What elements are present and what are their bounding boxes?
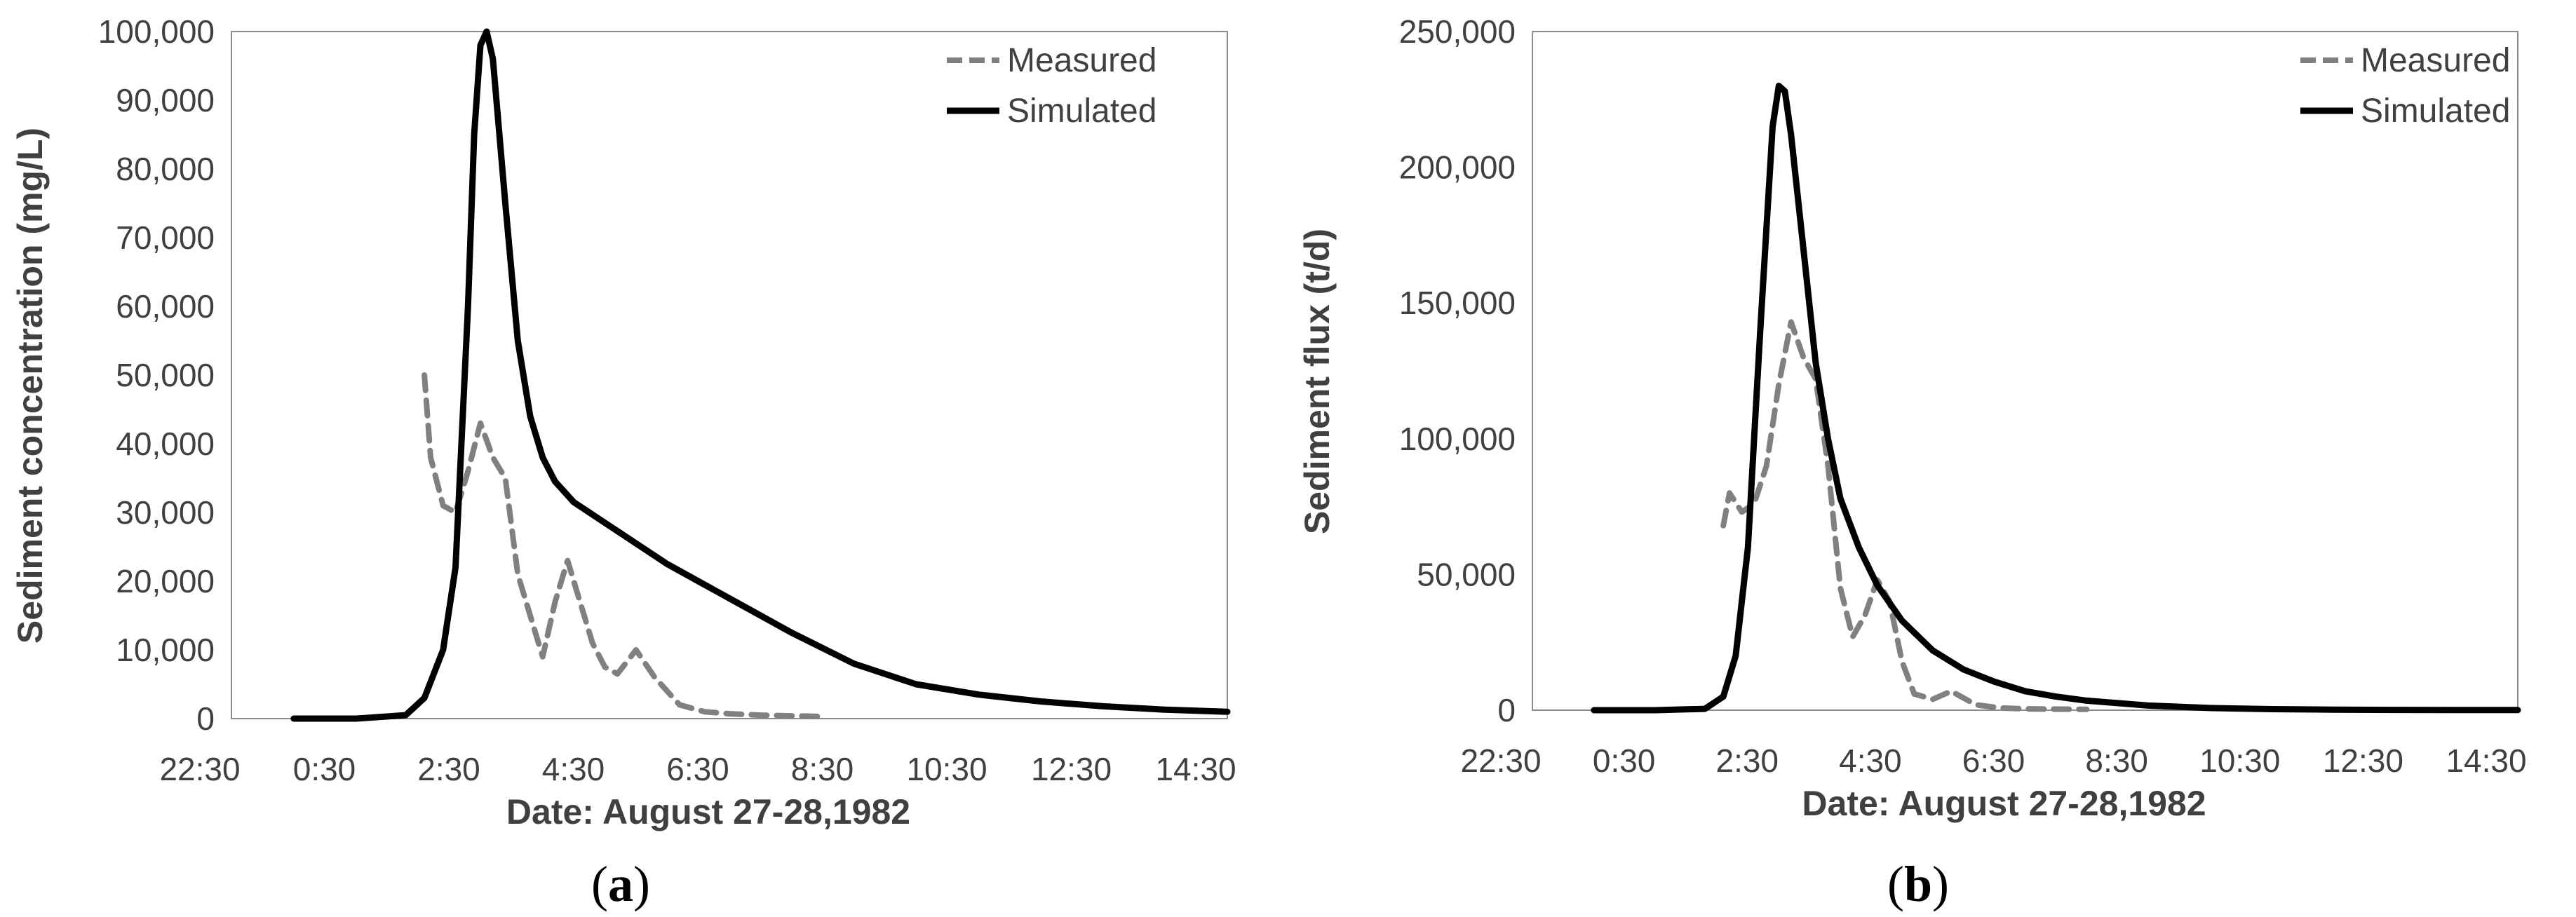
y-tick-label: 150,000 [1399, 285, 1516, 321]
y-tick-label: 10,000 [116, 632, 215, 668]
series-line-simulated [1591, 82, 2521, 714]
y-tick-label: 30,000 [116, 494, 215, 531]
y-axis-title: Sediment concentration (mg/L) [11, 128, 50, 644]
x-tick-label: 14:30 [2446, 742, 2526, 779]
legend-label-simulated: Simulated [2361, 93, 2510, 130]
y-tick-label: 0 [196, 700, 215, 737]
chart-panel-b: 0 50,000 100,000 150,000 200,000 250,000 22:30… [1297, 13, 2527, 912]
legend-label-measured: Measured [2361, 42, 2510, 79]
y-tick-label: 20,000 [116, 563, 215, 599]
x-tick-label: 8:30 [2085, 742, 2148, 779]
chart-panel-a: 0 10,000 20,000 30,000 40,000 50,000 60,000 70,… [11, 13, 1236, 912]
y-tick-label: 60,000 [116, 288, 215, 325]
x-tick-label: 14:30 [1155, 751, 1236, 787]
panel-label-close-paren: ) [633, 856, 650, 912]
panel-label-open-paren: ( [591, 856, 608, 912]
y-tick-label: 80,000 [116, 151, 215, 187]
x-tick-label: 0:30 [1593, 742, 1656, 779]
y-tick-label: 100,000 [98, 13, 215, 50]
y-tick-label: 50,000 [116, 357, 215, 393]
panel-label-letter: a [608, 856, 633, 912]
y-tick-label: 100,000 [1399, 421, 1516, 457]
y-tick-label: 250,000 [1399, 13, 1516, 50]
x-tick-label: 10:30 [2199, 742, 2280, 779]
x-tick-label: 22:30 [1460, 742, 1541, 779]
x-tick-label: 0:30 [293, 751, 356, 787]
y-tick-label: 0 [1497, 692, 1516, 728]
plot-frame [1532, 31, 2518, 711]
plot-frame [231, 31, 1228, 719]
series-line-measured [1720, 319, 2090, 712]
x-tick-label: 8:30 [791, 751, 854, 787]
x-axis-title: Date: August 27-28,1982 [1802, 784, 2206, 823]
x-tick-label: 12:30 [2323, 742, 2403, 779]
series-line-measured [422, 372, 826, 720]
x-tick-label: 6:30 [1962, 742, 2025, 779]
x-tick-label: 10:30 [906, 751, 987, 787]
x-tick-label: 2:30 [417, 751, 480, 787]
x-tick-label: 4:30 [542, 751, 605, 787]
x-tick-label: 2:30 [1715, 742, 1779, 779]
y-tick-label: 50,000 [1417, 556, 1516, 592]
series-line-simulated [290, 28, 1231, 722]
x-tick-label: 6:30 [666, 751, 729, 787]
panel-label: (a) [591, 856, 650, 912]
legend-label-measured: Measured [1007, 42, 1156, 79]
x-tick-label: 4:30 [1839, 742, 1902, 779]
legend-label-simulated: Simulated [1007, 93, 1156, 130]
y-tick-label: 70,000 [116, 219, 215, 256]
y-tick-label: 200,000 [1399, 149, 1516, 186]
y-tick-label: 40,000 [116, 426, 215, 462]
x-tick-label: 12:30 [1031, 751, 1112, 787]
y-axis-title: Sediment flux (t/d) [1297, 229, 1337, 534]
panel-label-letter: b [1904, 856, 1932, 912]
y-tick-label: 90,000 [116, 82, 215, 118]
panel-label-open-paren: ( [1887, 856, 1904, 912]
panel-label: (b) [1887, 856, 1949, 912]
x-axis-title: Date: August 27-28,1982 [506, 792, 910, 831]
panel-label-close-paren: ) [1932, 856, 1949, 912]
x-tick-label: 22:30 [159, 751, 240, 787]
